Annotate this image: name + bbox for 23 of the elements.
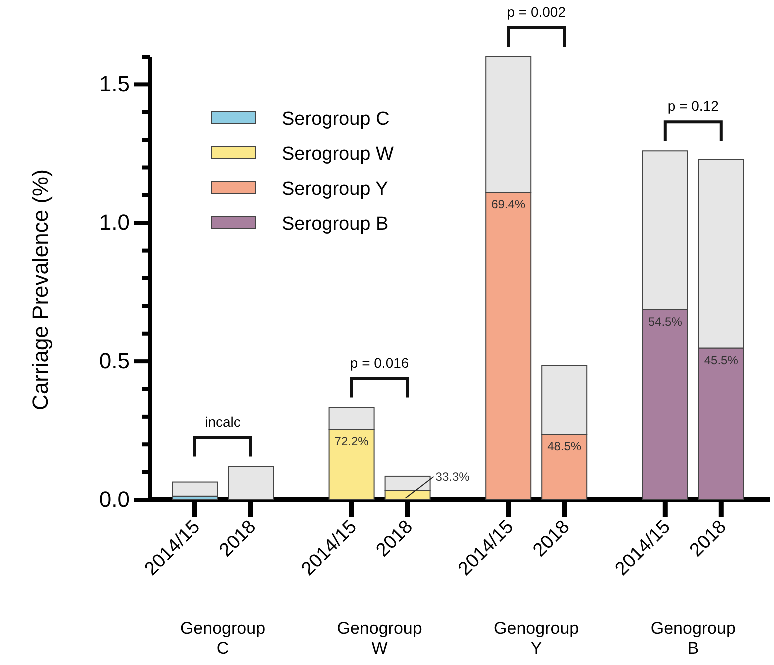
y-tick-label: 1.5 [99,72,130,97]
text: Genogroup B [650,619,736,658]
text: p = 0.002 [507,4,566,20]
y-axis-title: Carriage Prevalence (%) [28,170,53,410]
legend-label: Serogroup Y [282,179,389,200]
annotation: 72.2% [334,434,370,449]
y-tick-label: 0.5 [99,348,130,374]
annotation: p = 0.016 [350,354,410,371]
annotation: 54.5% [648,314,683,329]
y-tick-label: 1.0 [99,210,130,236]
annotation: 45.5% [704,353,739,368]
text: Genogroup W [337,619,422,658]
annotation: 69.4% [492,198,526,212]
legend-label: Serogroup C [282,109,390,130]
annotation: 48.5% [548,440,582,454]
annotation: incalc [205,414,241,430]
legend-label: Serogroup W [282,144,394,165]
annotation: 33.3% [436,470,470,484]
legend-label: Serogroup B [282,214,389,235]
y-tick-label: 0.0 [99,487,130,512]
text: Genogroup Y [494,619,580,658]
text: Genogroup C [180,619,266,658]
annotation: p = 0.12 [668,98,720,114]
